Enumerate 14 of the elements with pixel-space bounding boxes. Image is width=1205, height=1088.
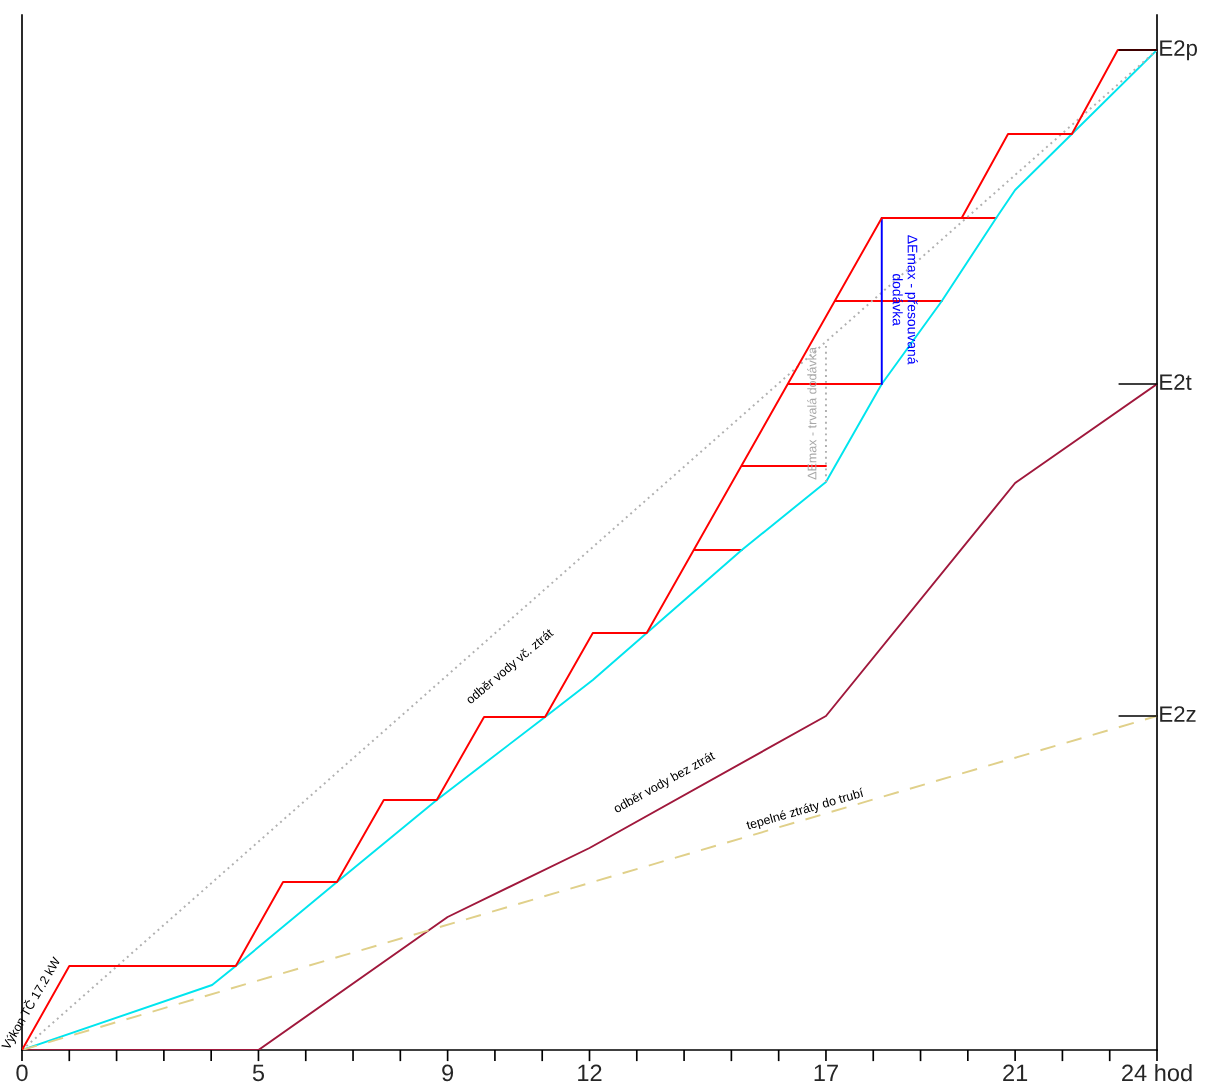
x-tick-label: 24 hod	[1122, 1063, 1192, 1082]
text: E2z	[1160, 706, 1196, 722]
x-tick-label: 21	[1003, 1064, 1028, 1081]
x-tick-label: 17	[814, 1064, 838, 1081]
x-tick-label: 5	[252, 1064, 265, 1082]
x-tick-label: 9	[442, 1064, 454, 1082]
annotation: ΔEmax - přesouvaná dodávka	[892, 235, 918, 365]
annotation: ΔEmax - trvalá dodávka	[807, 347, 817, 480]
annotation: odběr vody bez ztrát	[612, 750, 717, 816]
text: E2t	[1160, 374, 1192, 390]
x-tick-label: 12	[578, 1064, 602, 1081]
annotation: tepelné ztráty do trubí	[745, 787, 865, 833]
x-tick-label: 0	[16, 1064, 28, 1082]
text: E2p	[1160, 40, 1197, 61]
